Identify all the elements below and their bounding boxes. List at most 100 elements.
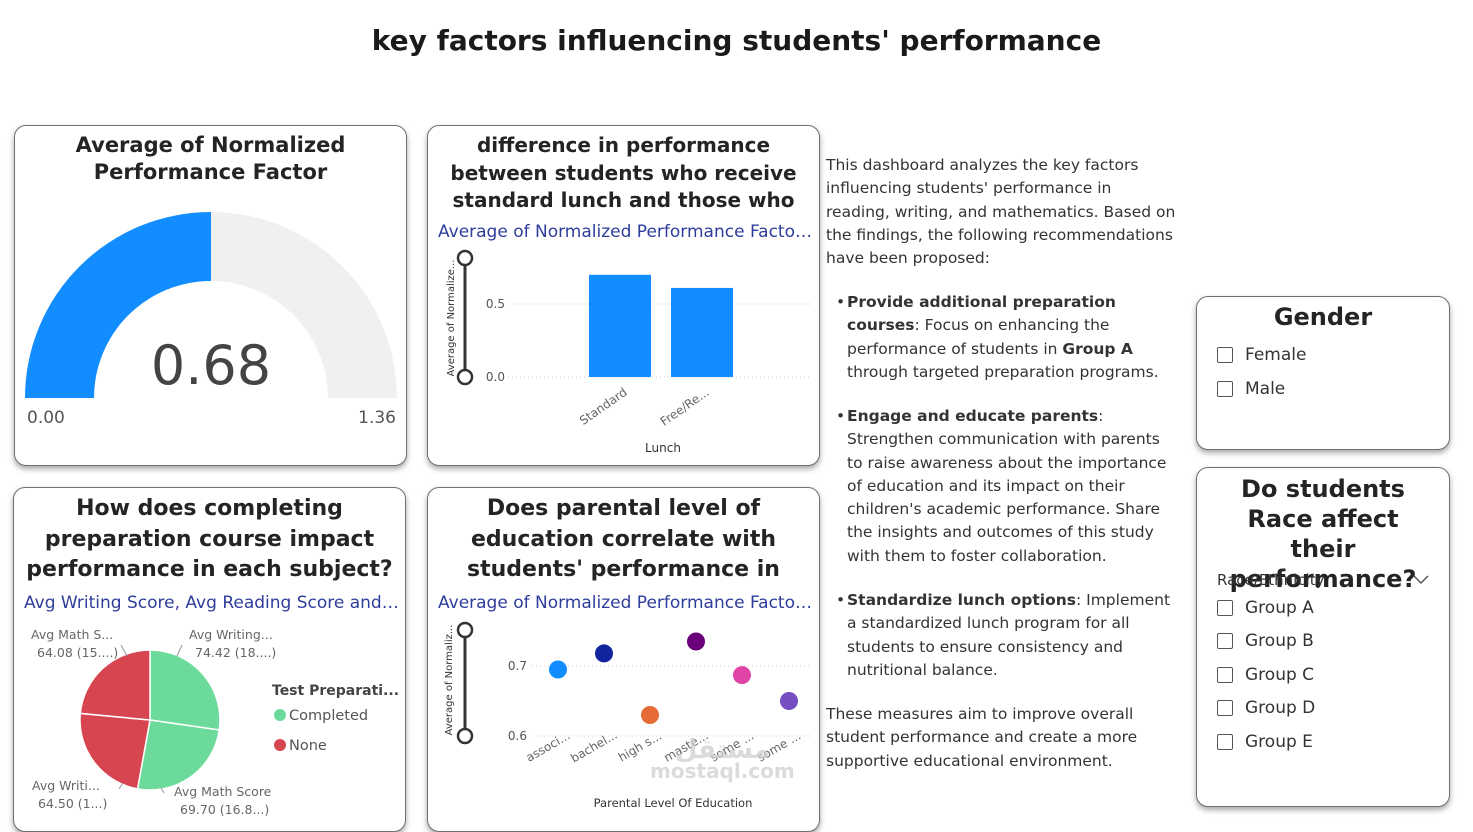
gender-option-male[interactable]: Male	[1217, 378, 1285, 400]
pie-slice[interactable]	[79, 712, 151, 790]
legend-label[interactable]: Completed	[289, 708, 368, 724]
slider-handle-bottom[interactable]	[456, 727, 474, 745]
x-axis-label: Parental Level Of Education	[594, 796, 753, 810]
gender-option-label: Male	[1245, 379, 1286, 399]
watermark: مستقل mostaql.com	[650, 735, 795, 783]
slice-label: Avg Writi...	[32, 778, 100, 793]
y-tick-label: 0.0	[486, 370, 505, 384]
race-slicer-title: Do students Race affect their performanc…	[1229, 475, 1417, 593]
x-axis-label: Lunch	[645, 441, 681, 455]
scatter-point[interactable]	[549, 660, 567, 679]
pie-slice[interactable]	[79, 649, 151, 721]
gauge-card[interactable]: Average of Normalized Performance Factor…	[14, 125, 407, 466]
parent-scatter-chart: Average of Normaliz... 0.7 0.6associ...bac…	[444, 621, 810, 810]
leader-line	[118, 782, 124, 790]
gauge-fill	[25, 212, 211, 398]
race-option-group-e[interactable]: Group E	[1217, 731, 1313, 753]
lunch-bar-chart: Average of Normalize... 0.5 0.0 Standard Fre…	[446, 249, 810, 455]
recommendation-1-text-b: through targeted preparation programs.	[847, 362, 1159, 381]
bar[interactable]	[671, 287, 733, 377]
race-slicer[interactable]: Do students Race affect their performanc…	[1196, 467, 1450, 807]
leader-line	[120, 644, 128, 657]
y-tick-label: 0.7	[508, 659, 527, 673]
scatter-point[interactable]	[641, 706, 659, 724]
recommendation-1-group: Group A	[1062, 339, 1133, 358]
parent-card-subtitle: Average of Normalized Performance Factor…	[438, 593, 813, 613]
prep-card-subtitle: Avg Writing Score, Avg Reading Score and…	[24, 593, 399, 613]
y-tick-label: 0.6	[508, 729, 527, 743]
gauge-chart: 0.68 0.00 1.36	[25, 212, 397, 428]
scatter-point[interactable]	[780, 692, 798, 710]
watermark-text: مستقل	[674, 735, 770, 765]
race-option-label: Group A	[1245, 598, 1314, 618]
race-option-label: Group D	[1245, 698, 1316, 718]
slice-label: Avg Math Score	[174, 784, 272, 799]
legend-title: Test Preparati...	[272, 683, 399, 699]
race-option-label: Group B	[1245, 631, 1314, 651]
page-title: key factors influencing students' perfor…	[371, 24, 1102, 57]
y-tick-label: 0.5	[486, 297, 505, 311]
x-tick-label: Standard	[577, 385, 630, 428]
slice-label: Avg Writing...	[189, 627, 273, 642]
recommendation-2-title: Engage and educate parents	[847, 407, 1099, 425]
recommendation-1-title: Provide additional preparation courses	[847, 293, 1116, 335]
race-option-label: Group C	[1245, 665, 1315, 685]
race-option-group-c[interactable]: Group C	[1217, 664, 1314, 686]
scatter-point[interactable]	[595, 644, 613, 663]
checkbox[interactable]	[1217, 600, 1233, 616]
slice-value: 69.70 (16.8...)	[180, 802, 269, 817]
y-axis-label: Average of Normalize...	[446, 260, 457, 377]
checkbox[interactable]	[1217, 381, 1233, 397]
race-option-group-d[interactable]: Group D	[1217, 697, 1315, 719]
checkbox[interactable]	[1217, 734, 1233, 750]
y-axis-label: Average of Normaliz...	[444, 625, 455, 736]
legend-marker[interactable]	[274, 709, 286, 721]
leader-line	[160, 787, 165, 794]
gauge-value: 0.68	[151, 334, 271, 397]
race-option-group-a[interactable]: Group A	[1217, 597, 1314, 619]
x-tick-label: Free/Re...	[658, 385, 712, 429]
bar[interactable]	[589, 274, 651, 377]
legend-marker[interactable]	[274, 739, 286, 751]
race-option-label: Group E	[1245, 732, 1313, 752]
prep-card-title: How does completing preparation course i…	[26, 496, 393, 582]
prep-pie-chart: Avg Writing... 74.42 (18....) Avg Math Sco…	[31, 627, 399, 817]
gauge-max-label: 1.36	[358, 408, 396, 428]
scatter-point[interactable]	[687, 632, 705, 651]
gauge-card-title: Average of Normalized Performance Factor	[75, 133, 346, 184]
race-slicer-header[interactable]: Race/Ethnicity	[1217, 570, 1431, 592]
conclusion-text: These measures aim to improve overall st…	[826, 705, 1138, 770]
pie-slice[interactable]	[149, 649, 221, 731]
watermark-url: mostaql.com	[650, 759, 795, 783]
pie-slice[interactable]	[136, 719, 221, 791]
scatter-point[interactable]	[733, 666, 751, 685]
checkbox[interactable]	[1217, 700, 1233, 716]
legend-label[interactable]: None	[289, 738, 327, 754]
recommendation-3-title: Standardize lunch options	[847, 591, 1076, 609]
gender-slicer-title: Gender	[1273, 303, 1373, 331]
slice-value: 64.50 (1...)	[38, 796, 107, 811]
x-tick-label: associ...	[523, 728, 572, 764]
recommendation-1-text-a: : Focus on enhancing the performance of …	[847, 316, 1110, 358]
slider-handle-top[interactable]	[456, 249, 474, 267]
recommendation-3-text: : Implement a standardized lunch program…	[847, 591, 1171, 679]
chevron-down-icon[interactable]	[1413, 575, 1429, 585]
gender-option-female[interactable]: Female	[1217, 344, 1306, 366]
gender-option-label: Female	[1245, 345, 1307, 365]
parent-card-title: Does parental level of education correla…	[467, 496, 780, 582]
lunch-card[interactable]: difference in performance between studen…	[427, 125, 820, 466]
gender-slicer[interactable]: Gender Female Male	[1196, 296, 1450, 450]
checkbox[interactable]	[1217, 667, 1233, 683]
checkbox[interactable]	[1217, 633, 1233, 649]
slider-handle-top[interactable]	[456, 621, 474, 639]
recommendation-2-text: : Strengthen communication with parents …	[847, 407, 1167, 565]
x-tick-label: bachel...	[568, 728, 619, 766]
race-option-group-b[interactable]: Group B	[1217, 630, 1314, 652]
slider-handle-bottom[interactable]	[456, 368, 474, 386]
checkbox[interactable]	[1217, 347, 1233, 363]
parent-card[interactable]: Does parental level of education correla…	[427, 487, 820, 832]
lunch-card-title: difference in performance between studen…	[450, 133, 797, 212]
prep-card[interactable]: How does completing preparation course i…	[13, 487, 406, 832]
lunch-card-subtitle: Average of Normalized Performance Factor…	[438, 222, 813, 242]
slice-value: 64.08 (15....)	[37, 645, 118, 660]
